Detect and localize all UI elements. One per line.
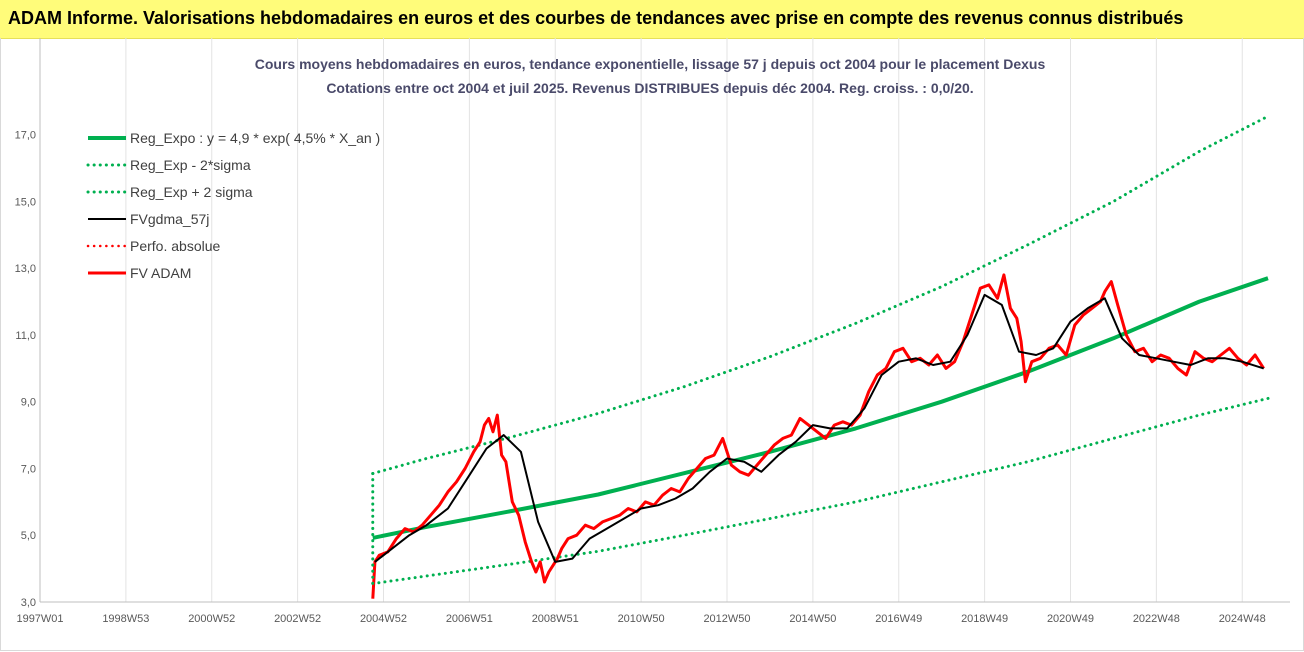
report-banner: ADAM Informe. Valorisations hebdomadaire… <box>0 0 1304 39</box>
y-tick-label: 9,0 <box>21 397 36 409</box>
legend: Reg_Expo : y = 4,9 * exp( 4,5% * X_an ) R… <box>86 130 380 281</box>
x-tick-label: 1997W01 <box>16 613 63 625</box>
series-line-5 <box>371 273 1265 599</box>
legend-label: FVgdma_57j <box>130 211 209 227</box>
series-line-0 <box>372 276 1269 540</box>
x-tick-label: 2024W48 <box>1219 613 1266 625</box>
y-tick-label: 13,0 <box>15 263 36 275</box>
x-tick-label: 2000W52 <box>188 613 235 625</box>
x-tick-label: 2014W50 <box>789 613 836 625</box>
y-tick-label: 5,0 <box>21 530 36 542</box>
legend-label: Reg_Exp - 2*sigma <box>130 157 251 173</box>
legend-label: Reg_Exp + 2 sigma <box>130 184 253 200</box>
x-tick-label: 1998W53 <box>102 613 149 625</box>
axes: 3,0 5,0 7,0 9,0 11,0 13,0 15,0 17,0 1997W01 1998W… <box>15 38 1290 625</box>
legend-label: Perfo. absolue <box>130 238 220 254</box>
x-tick-label: 2008W51 <box>532 613 579 625</box>
series-line-2 <box>371 114 1270 475</box>
legend-label: FV ADAM <box>130 265 191 281</box>
x-tick-label: 2020W49 <box>1047 613 1094 625</box>
x-tick-label: 2018W49 <box>961 613 1008 625</box>
x-tick-label: 2022W48 <box>1133 613 1180 625</box>
chart-titles: Cours moyens hebdomadaires en euros, ten… <box>255 56 1046 96</box>
y-tick-label: 11,0 <box>15 330 36 342</box>
legend-label: Reg_Expo : y = 4,9 * exp( 4,5% * X_an ) <box>130 130 380 146</box>
series-line-3 <box>374 293 1264 563</box>
series-layer <box>371 114 1270 599</box>
x-tick-label: 2006W51 <box>446 613 493 625</box>
chart-title-line-2: Cotations entre oct 2004 et juil 2025. R… <box>326 80 973 96</box>
y-tick-label: 17,0 <box>15 130 36 142</box>
x-tick-label: 2016W49 <box>875 613 922 625</box>
y-tick-label: 7,0 <box>21 463 36 475</box>
y-tick-label: 15,0 <box>15 196 36 208</box>
x-tick-label: 2010W50 <box>618 613 665 625</box>
x-tick-label: 2004W52 <box>360 613 407 625</box>
x-tick-label: 2012W50 <box>703 613 750 625</box>
gridlines <box>39 38 1243 602</box>
y-tick-label: 3,0 <box>21 597 36 609</box>
banner-title: ADAM Informe. Valorisations hebdomadaire… <box>8 8 1184 28</box>
chart-title-line-1: Cours moyens hebdomadaires en euros, ten… <box>255 56 1046 72</box>
series-line-1 <box>371 396 1270 586</box>
x-tick-label: 2002W52 <box>274 613 321 625</box>
